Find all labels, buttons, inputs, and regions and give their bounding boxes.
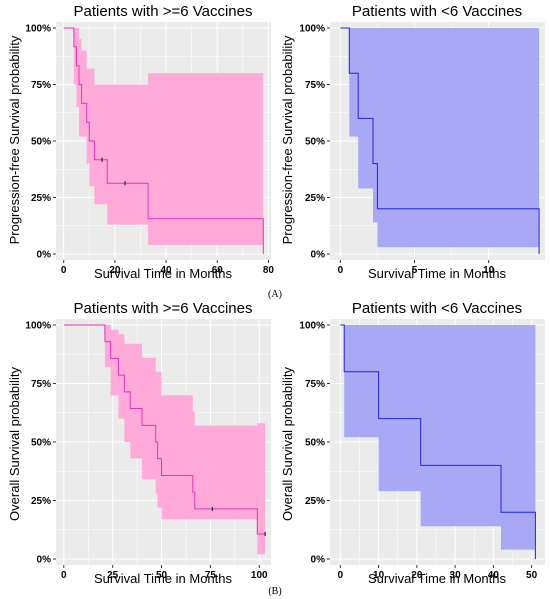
y-tick-label: 0%: [311, 250, 326, 261]
x-tick-label: 50: [156, 570, 168, 581]
y-tick-label: 75%: [31, 379, 51, 390]
panel-label-a: (A): [268, 289, 282, 300]
chart-os-lt6: 0% 25% 50% 75% 100% 0 10 20 30 40 50: [299, 319, 545, 581]
x-tick-label: 40: [488, 570, 500, 581]
chart-title-os-lt6: Patients with <6 Vaccines: [352, 300, 522, 317]
y-axis-label-pfs-ge6: Progression-free Survival probability: [7, 35, 22, 244]
x-tick-label: 40: [160, 265, 172, 276]
chart-title-os-ge6: Patients with >=6 Vaccines: [74, 300, 253, 317]
y-tick-label: 0%: [37, 555, 52, 566]
y-tick-label: 50%: [305, 438, 325, 449]
x-tick-label: 75: [205, 570, 217, 581]
y-axis-label-os-ge6: Overall Survival probability: [7, 367, 22, 521]
x-tick-label: 5: [412, 265, 418, 276]
y-tick-label: 0%: [311, 555, 326, 566]
chart-title-pfs-lt6: Patients with <6 Vaccines: [352, 3, 522, 20]
y-tick-label: 25%: [305, 496, 325, 507]
y-tick-label: 0%: [37, 250, 52, 261]
survival-curve: [63, 324, 266, 535]
chart-pfs-ge6: 0% 25% 50% 75% 100% 0 20 40 60 80: [25, 22, 274, 276]
y-axis-label-pfs-lt6: Progression-free Survival probability: [280, 35, 295, 244]
confidence-band: [340, 28, 540, 248]
y-tick-label: 75%: [305, 80, 325, 91]
chart-title-pfs-ge6: Patients with >=6 Vaccines: [74, 3, 253, 20]
y-tick-label: 25%: [31, 193, 51, 204]
x-tick-label: 0: [338, 570, 344, 581]
y-tick-label: 75%: [31, 80, 51, 91]
survival-curve: [340, 27, 540, 254]
x-tick-label: 100: [251, 570, 268, 581]
x-tick-label: 10: [483, 265, 495, 276]
x-tick-label: 0: [61, 265, 67, 276]
x-tick-label: 30: [450, 570, 462, 581]
y-tick-label: 100%: [25, 24, 51, 35]
y-tick-label: 25%: [31, 496, 51, 507]
confidence-band: [63, 28, 264, 245]
y-tick-label: 50%: [31, 438, 51, 449]
y-tick-label: 50%: [31, 137, 51, 148]
panel-label-b: (B): [268, 586, 281, 597]
x-axis-label-os-lt6: Survival Time in Months: [368, 571, 506, 586]
survival-curve: [63, 27, 264, 254]
x-axis-label-os-ge6: Survival Time in Months: [94, 571, 232, 586]
chart-os-ge6: 0% 25% 50% 75% 100% 0 25 50 75 100: [25, 319, 271, 581]
x-tick-label: 20: [109, 265, 121, 276]
x-tick-label: 0: [338, 265, 344, 276]
confidence-band: [340, 325, 536, 550]
chart-pfs-lt6: 0% 25% 50% 75% 100% 0 5 10: [299, 22, 545, 276]
y-tick-label: 100%: [299, 321, 325, 332]
x-tick-label: 80: [263, 265, 275, 276]
x-tick-label: 20: [411, 570, 423, 581]
x-axis-label-pfs-lt6: Survival Time in Months: [368, 266, 506, 281]
survival-curve: [340, 324, 536, 559]
x-axis-label-pfs-ge6: Survival Time in Months: [94, 266, 232, 281]
x-tick-label: 25: [107, 570, 119, 581]
x-tick-label: 0: [61, 570, 67, 581]
confidence-band: [63, 325, 266, 555]
y-tick-label: 50%: [305, 137, 325, 148]
y-tick-label: 100%: [25, 321, 51, 332]
x-tick-label: 10: [373, 570, 385, 581]
y-tick-label: 25%: [305, 193, 325, 204]
y-tick-label: 100%: [299, 24, 325, 35]
y-axis-label-os-lt6: Overall Survival probability: [280, 367, 295, 521]
y-tick-label: 75%: [305, 379, 325, 390]
x-tick-label: 50: [526, 570, 538, 581]
x-tick-label: 60: [212, 265, 224, 276]
